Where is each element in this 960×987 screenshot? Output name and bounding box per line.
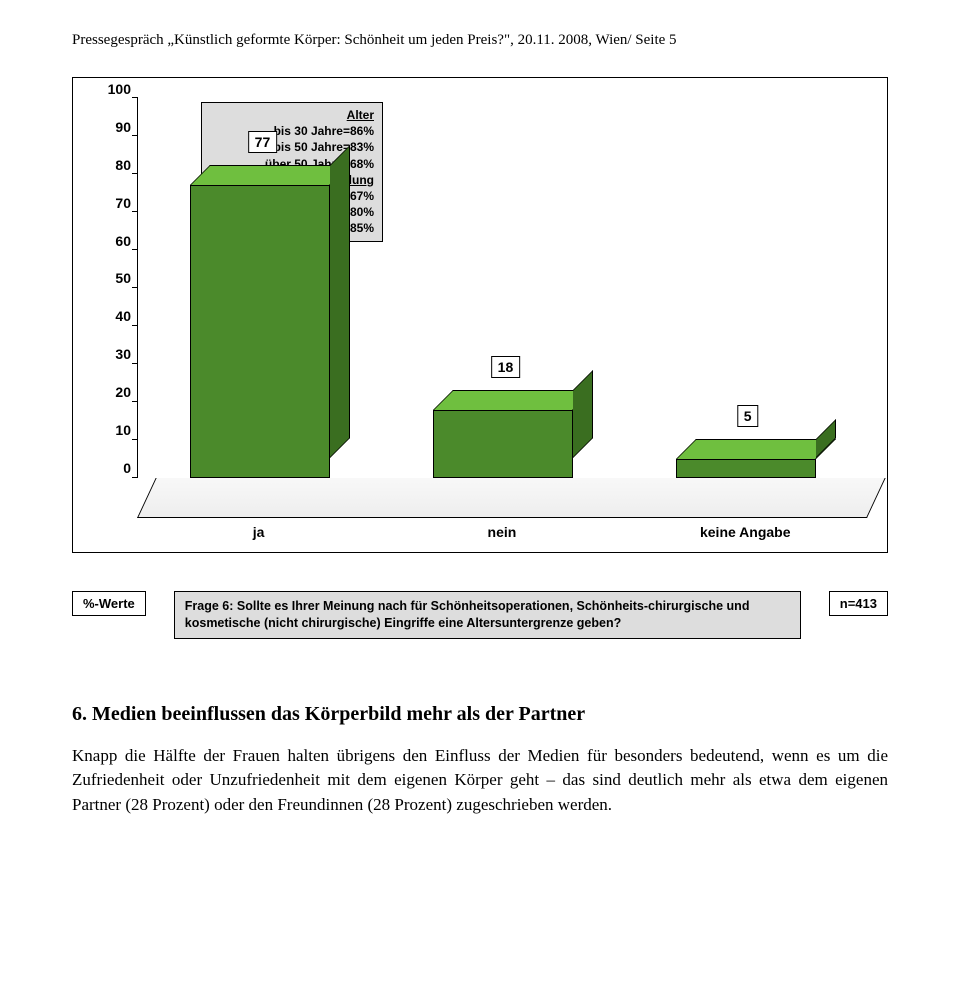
question-box: Frage 6: Sollte es Ihrer Meinung nach fü…	[174, 591, 801, 639]
plot-floor	[137, 478, 886, 518]
y-tick-label: 50	[93, 287, 131, 288]
y-tick-label: 20	[93, 401, 131, 402]
section-paragraph: Knapp die Hälfte der Frauen halten übrig…	[72, 744, 888, 818]
y-tick-label: 40	[93, 325, 131, 326]
bar: 18	[433, 410, 573, 478]
chart-inner: 0 10 20 30 40 50 60 70 80 90 100 77 18 5	[93, 98, 867, 518]
x-tick-label: nein	[380, 524, 623, 540]
y-tick	[132, 97, 138, 98]
bar-top	[433, 390, 593, 410]
bar-front	[190, 185, 330, 478]
y-tick-label: 10	[93, 439, 131, 440]
bar-side	[816, 419, 836, 458]
y-axis-labels: 0 10 20 30 40 50 60 70 80 90 100	[93, 98, 137, 518]
page: Pressegespräch „Künstlich geformte Körpe…	[0, 0, 960, 866]
x-tick-label: ja	[137, 524, 380, 540]
percent-label: %-Werte	[72, 591, 146, 616]
bar-side	[573, 370, 593, 458]
bar-side	[330, 145, 350, 458]
bar-slot: 5	[624, 459, 867, 478]
n-label: n=413	[829, 591, 888, 616]
body-section: 6. Medien beeinflussen das Körperbild me…	[72, 703, 888, 818]
x-tick-label: keine Angabe	[624, 524, 867, 540]
bar-slot: 18	[381, 410, 624, 478]
y-tick-label: 30	[93, 363, 131, 364]
plot-area: 77 18 5	[137, 98, 867, 518]
bar-top	[676, 439, 836, 459]
page-header: Pressegespräch „Künstlich geformte Körpe…	[72, 32, 888, 49]
bar-value-label: 77	[248, 131, 278, 153]
chart-panel: Alterbis 30 Jahre=86%bis 50 Jahre=83%übe…	[72, 77, 888, 553]
bar-front	[433, 410, 573, 478]
bar-top	[190, 165, 350, 185]
y-tick	[132, 173, 138, 174]
bar-front	[676, 459, 816, 478]
y-tick	[132, 135, 138, 136]
y-tick-label: 80	[93, 174, 131, 175]
bar-slot: 77	[138, 185, 381, 478]
bar: 77	[190, 185, 330, 478]
bar-value-label: 18	[491, 356, 521, 378]
x-axis-labels: janeinkeine Angabe	[137, 524, 867, 540]
bar-value-label: 5	[737, 405, 759, 427]
section-heading: 6. Medien beeinflussen das Körperbild me…	[72, 703, 888, 726]
y-tick-label: 60	[93, 250, 131, 251]
y-tick-label: 0	[93, 477, 131, 478]
y-tick-label: 90	[93, 136, 131, 137]
bars-container: 77 18 5	[137, 98, 867, 478]
y-tick-label: 100	[93, 98, 131, 99]
y-tick-label: 70	[93, 212, 131, 213]
bar: 5	[676, 459, 816, 478]
chart-footer: %-Werte Frage 6: Sollte es Ihrer Meinung…	[72, 591, 888, 639]
